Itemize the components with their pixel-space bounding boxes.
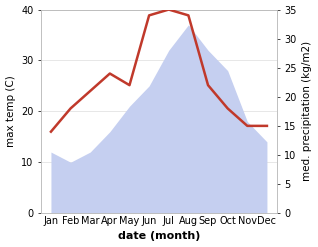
X-axis label: date (month): date (month) bbox=[118, 231, 200, 242]
Y-axis label: max temp (C): max temp (C) bbox=[5, 75, 16, 147]
Y-axis label: med. precipitation (kg/m2): med. precipitation (kg/m2) bbox=[302, 41, 313, 181]
